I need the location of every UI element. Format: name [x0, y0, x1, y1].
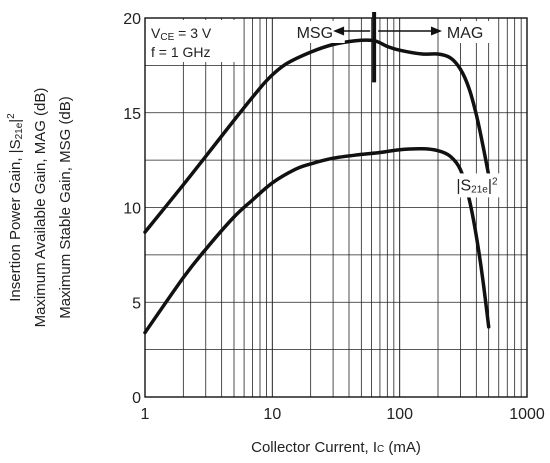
- condition-frequency: f = 1 GHz: [151, 44, 211, 60]
- y-tick-label: 20: [123, 11, 141, 28]
- series-line: [143, 147, 491, 335]
- msg-annotation: MSG: [297, 25, 333, 42]
- s21-label-background: [452, 173, 503, 198]
- y-axis-title-line: Maximum Available Gain, MAG (dB): [32, 88, 49, 328]
- x-tick-label: 1000: [509, 406, 545, 423]
- x-tick-labels: 1 10 100 1000: [141, 406, 545, 423]
- series-line: [143, 38, 491, 234]
- msg-label-background: [292, 21, 345, 43]
- y-axis-title: Insertion Power Gain, |S21e|2 Maximum Ava…: [6, 88, 74, 328]
- y-tick-label: 15: [123, 106, 141, 123]
- series-lines: [143, 38, 491, 335]
- y-tick-labels: 0 5 10 15 20: [123, 11, 141, 407]
- y-axis-title-line: Maximum Stable Gain, MSG (dB): [57, 96, 74, 319]
- s21-series-label: |S21e|2: [456, 176, 498, 195]
- x-tick-label: 10: [263, 406, 281, 423]
- x-tick-label: 1: [141, 406, 150, 423]
- msg-arrow-head: [333, 26, 345, 36]
- y-tick-label: 0: [132, 390, 141, 407]
- plot-frame: [144, 17, 528, 398]
- conditions-box: [147, 20, 237, 62]
- y-tick-label: 10: [123, 201, 141, 218]
- condition-vce: VCE = 3 V: [151, 25, 212, 43]
- mag-label-background: [441, 21, 494, 43]
- x-tick-label: 100: [386, 406, 413, 423]
- y-tick-label: 5: [132, 295, 141, 312]
- y-axis-title-line: Insertion Power Gain, |S21e|2: [6, 113, 25, 302]
- mag-annotation: MAG: [447, 25, 483, 42]
- grid-lines: [145, 18, 527, 397]
- x-axis-title: Collector Current, IC (mA): [251, 439, 421, 456]
- mag-arrow-head: [430, 26, 442, 36]
